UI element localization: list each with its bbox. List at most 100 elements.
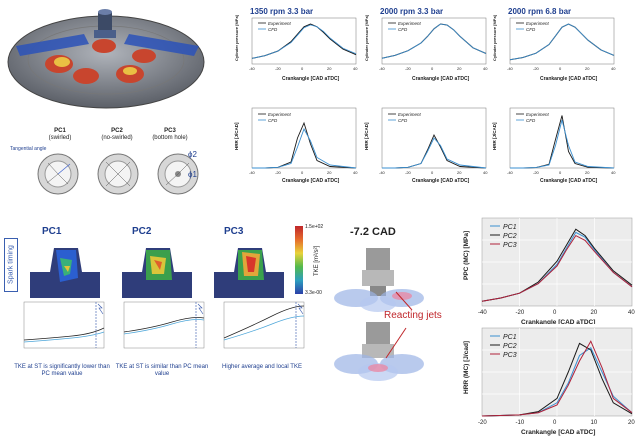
- hrr-chart-svg: -40 -20 0 20 40 Crankangle [CAD aTDC] HRR [J/C…: [364, 107, 488, 184]
- legend-label-cfd: CFD: [268, 27, 278, 32]
- x-tick-label: 40: [353, 170, 358, 175]
- x-tick-label: 20: [591, 310, 598, 316]
- plot-frame: [381, 17, 487, 65]
- pressure-chart-3: 2000 rpm 6.8 bar -40 -20 0 20 40 Crankangle [C…: [490, 4, 622, 82]
- x-tick-label: -20: [533, 66, 540, 71]
- series-line-cfd: [509, 23, 615, 61]
- legend-label-cfd: CFD: [526, 118, 536, 123]
- pressure-chart-2: 2000 rpm 3.3 bar -40 -20 0 20 40 Crankangle [C…: [362, 4, 494, 82]
- prechamber-label-1: PC1 (swirled): [40, 128, 80, 142]
- legend-label-experiment: Experiment: [398, 112, 422, 117]
- tke-caption-pc1: TKE at ST is significantly lower than PC…: [14, 364, 110, 377]
- x-tick-label: 20: [628, 420, 635, 426]
- x-tick-label: 20: [327, 170, 332, 175]
- x-tick-label: -10: [516, 420, 525, 426]
- x-tick-label: 0: [301, 170, 304, 175]
- pc1-name: PC1: [54, 128, 66, 134]
- y-axis-label: HRR (MC) [J/cad]: [463, 341, 470, 394]
- tke-timeseries-charts: [12, 298, 308, 360]
- tke-contour-pc1: [30, 248, 100, 298]
- pc1-sub: (swirled): [48, 135, 72, 141]
- x-axis-label: Crankangle [CAD aTDC]: [282, 76, 340, 82]
- x-tick-label: -40: [249, 66, 256, 71]
- tke-contour-images: [20, 238, 300, 298]
- plot-frame: [251, 17, 357, 65]
- tke-caption-pc2: TKE at ST is similar than PC mean value: [115, 364, 209, 377]
- x-tick-label: 40: [353, 66, 358, 71]
- x-tick-label: 20: [457, 66, 462, 71]
- prechamber-label-3: PC3 (bottom hole): [148, 128, 192, 142]
- pressure-chart-svg: 2000 rpm 3.3 bar -40 -20 0 20 40 Crankangle [C…: [364, 7, 488, 82]
- x-tick-label: 0: [559, 66, 562, 71]
- x-tick-label: 0: [553, 310, 557, 316]
- legend-label-cfd: CFD: [398, 118, 408, 123]
- legend-label-pc2: PC2: [503, 343, 517, 350]
- legend-label-experiment: Experiment: [268, 112, 292, 117]
- hrr-comparison-chart-svg: -20 -10 0 10 20 Crankangle [CAD aTDC] PC1 PC2 PC…: [463, 327, 635, 436]
- pressure-chart-svg: 1350 rpm 3.3 bar -40 -20 0 20 40 Crankangle [C…: [234, 7, 358, 82]
- series-line-pc2: [481, 342, 633, 417]
- y-axis-label: HRR [J/CAD]: [364, 122, 369, 150]
- x-axis-label: Crankangle [CAD aTDC]: [282, 178, 340, 184]
- x-axis-label: Crankangle [CAD aTDC]: [540, 76, 598, 82]
- x-tick-label: -40: [379, 66, 386, 71]
- pc2-sub: (no-swirled): [101, 135, 133, 141]
- x-tick-label: -20: [275, 66, 282, 71]
- x-tick-label: 20: [327, 66, 332, 71]
- pressure-chart-svg: 2000 rpm 6.8 bar -40 -20 0 20 40 Crankangle [C…: [492, 7, 616, 82]
- x-tick-label: 40: [483, 170, 488, 175]
- tke-title-pc1: PC1: [42, 226, 62, 237]
- pressure-chart-1: 1350 rpm 3.3 bar -40 -20 0 20 40 Crankangle [C…: [232, 4, 364, 82]
- legend-label-pc1: PC1: [503, 334, 517, 341]
- hrr-chart-svg: -40 -20 0 20 40 Crankangle [CAD aTDC] HRR [J/C…: [492, 107, 616, 184]
- x-tick-label: -20: [405, 170, 412, 175]
- tke-colorbar: [295, 226, 303, 294]
- legend-label-pc1: PC1: [503, 224, 517, 231]
- reacting-jets-label: Reacting jets: [384, 310, 442, 321]
- x-tick-label: -20: [516, 310, 525, 316]
- x-tick-label: 20: [585, 170, 590, 175]
- tke-title-pc3: PC3: [224, 226, 244, 237]
- legend-label-pc3: PC3: [503, 352, 517, 359]
- x-tick-label: 0: [431, 170, 434, 175]
- legend-label-pc2: PC2: [503, 233, 517, 240]
- y-axis-label: Cylinder pressure [MPa]: [234, 14, 239, 61]
- x-tick-label: 0: [301, 66, 304, 71]
- legend-label-experiment: Experiment: [268, 21, 292, 26]
- legend-label-experiment: Experiment: [398, 21, 422, 26]
- x-axis-label: Crankangle [CAD aTDC]: [412, 76, 470, 82]
- x-tick-label: -20: [533, 170, 540, 175]
- pc3-sub: (bottom hole): [152, 135, 188, 141]
- series-line-cfd: [251, 24, 357, 59]
- pressure-chart-title: 2000 rpm 3.3 bar: [380, 7, 443, 16]
- y-axis-label: Cylinder pressure [MPa]: [364, 14, 369, 61]
- colorbar-min: 3.3e-00: [305, 290, 322, 296]
- x-tick-label: 0: [431, 66, 434, 71]
- pc2-name: PC2: [111, 128, 123, 134]
- legend-label-pc3: PC3: [503, 242, 517, 249]
- x-axis-label: Crankangle [CAD aTDC]: [521, 319, 595, 326]
- y-axis-label: HRR [J/CAD]: [234, 122, 239, 150]
- x-tick-label: 20: [457, 170, 462, 175]
- hrr-line-cfd: [382, 137, 487, 169]
- pressure-chart-title: 2000 rpm 6.8 bar: [508, 7, 571, 16]
- tangential-angle-label: Tangential angle: [10, 146, 47, 152]
- legend-label-cfd: CFD: [526, 27, 536, 32]
- x-tick-label: 20: [585, 66, 590, 71]
- plot-frame: [251, 107, 357, 169]
- tke-chart-pc3: [223, 301, 305, 349]
- x-tick-label: 10: [591, 420, 598, 426]
- x-tick-label: -40: [507, 66, 514, 71]
- engine-3d-render: [4, 4, 209, 116]
- legend-label-experiment: Experiment: [526, 112, 550, 117]
- legend-label-cfd: CFD: [398, 27, 408, 32]
- spark-timing-box: Spark timing: [4, 238, 18, 292]
- hrr-chart-2: -40 -20 0 20 40 Crankangle [CAD aTDC] HRR [J/C…: [362, 104, 494, 184]
- hrr-chart-3: -40 -20 0 20 40 Crankangle [CAD aTDC] HRR [J/C…: [490, 104, 622, 184]
- x-tick-label: 40: [611, 170, 616, 175]
- phi1-label: ϕ1: [188, 170, 197, 179]
- tke-title-pc2: PC2: [132, 226, 152, 237]
- prechamber-discs: [28, 150, 208, 198]
- tke-contour-pc2: [122, 248, 192, 298]
- x-tick-label: 40: [628, 310, 635, 316]
